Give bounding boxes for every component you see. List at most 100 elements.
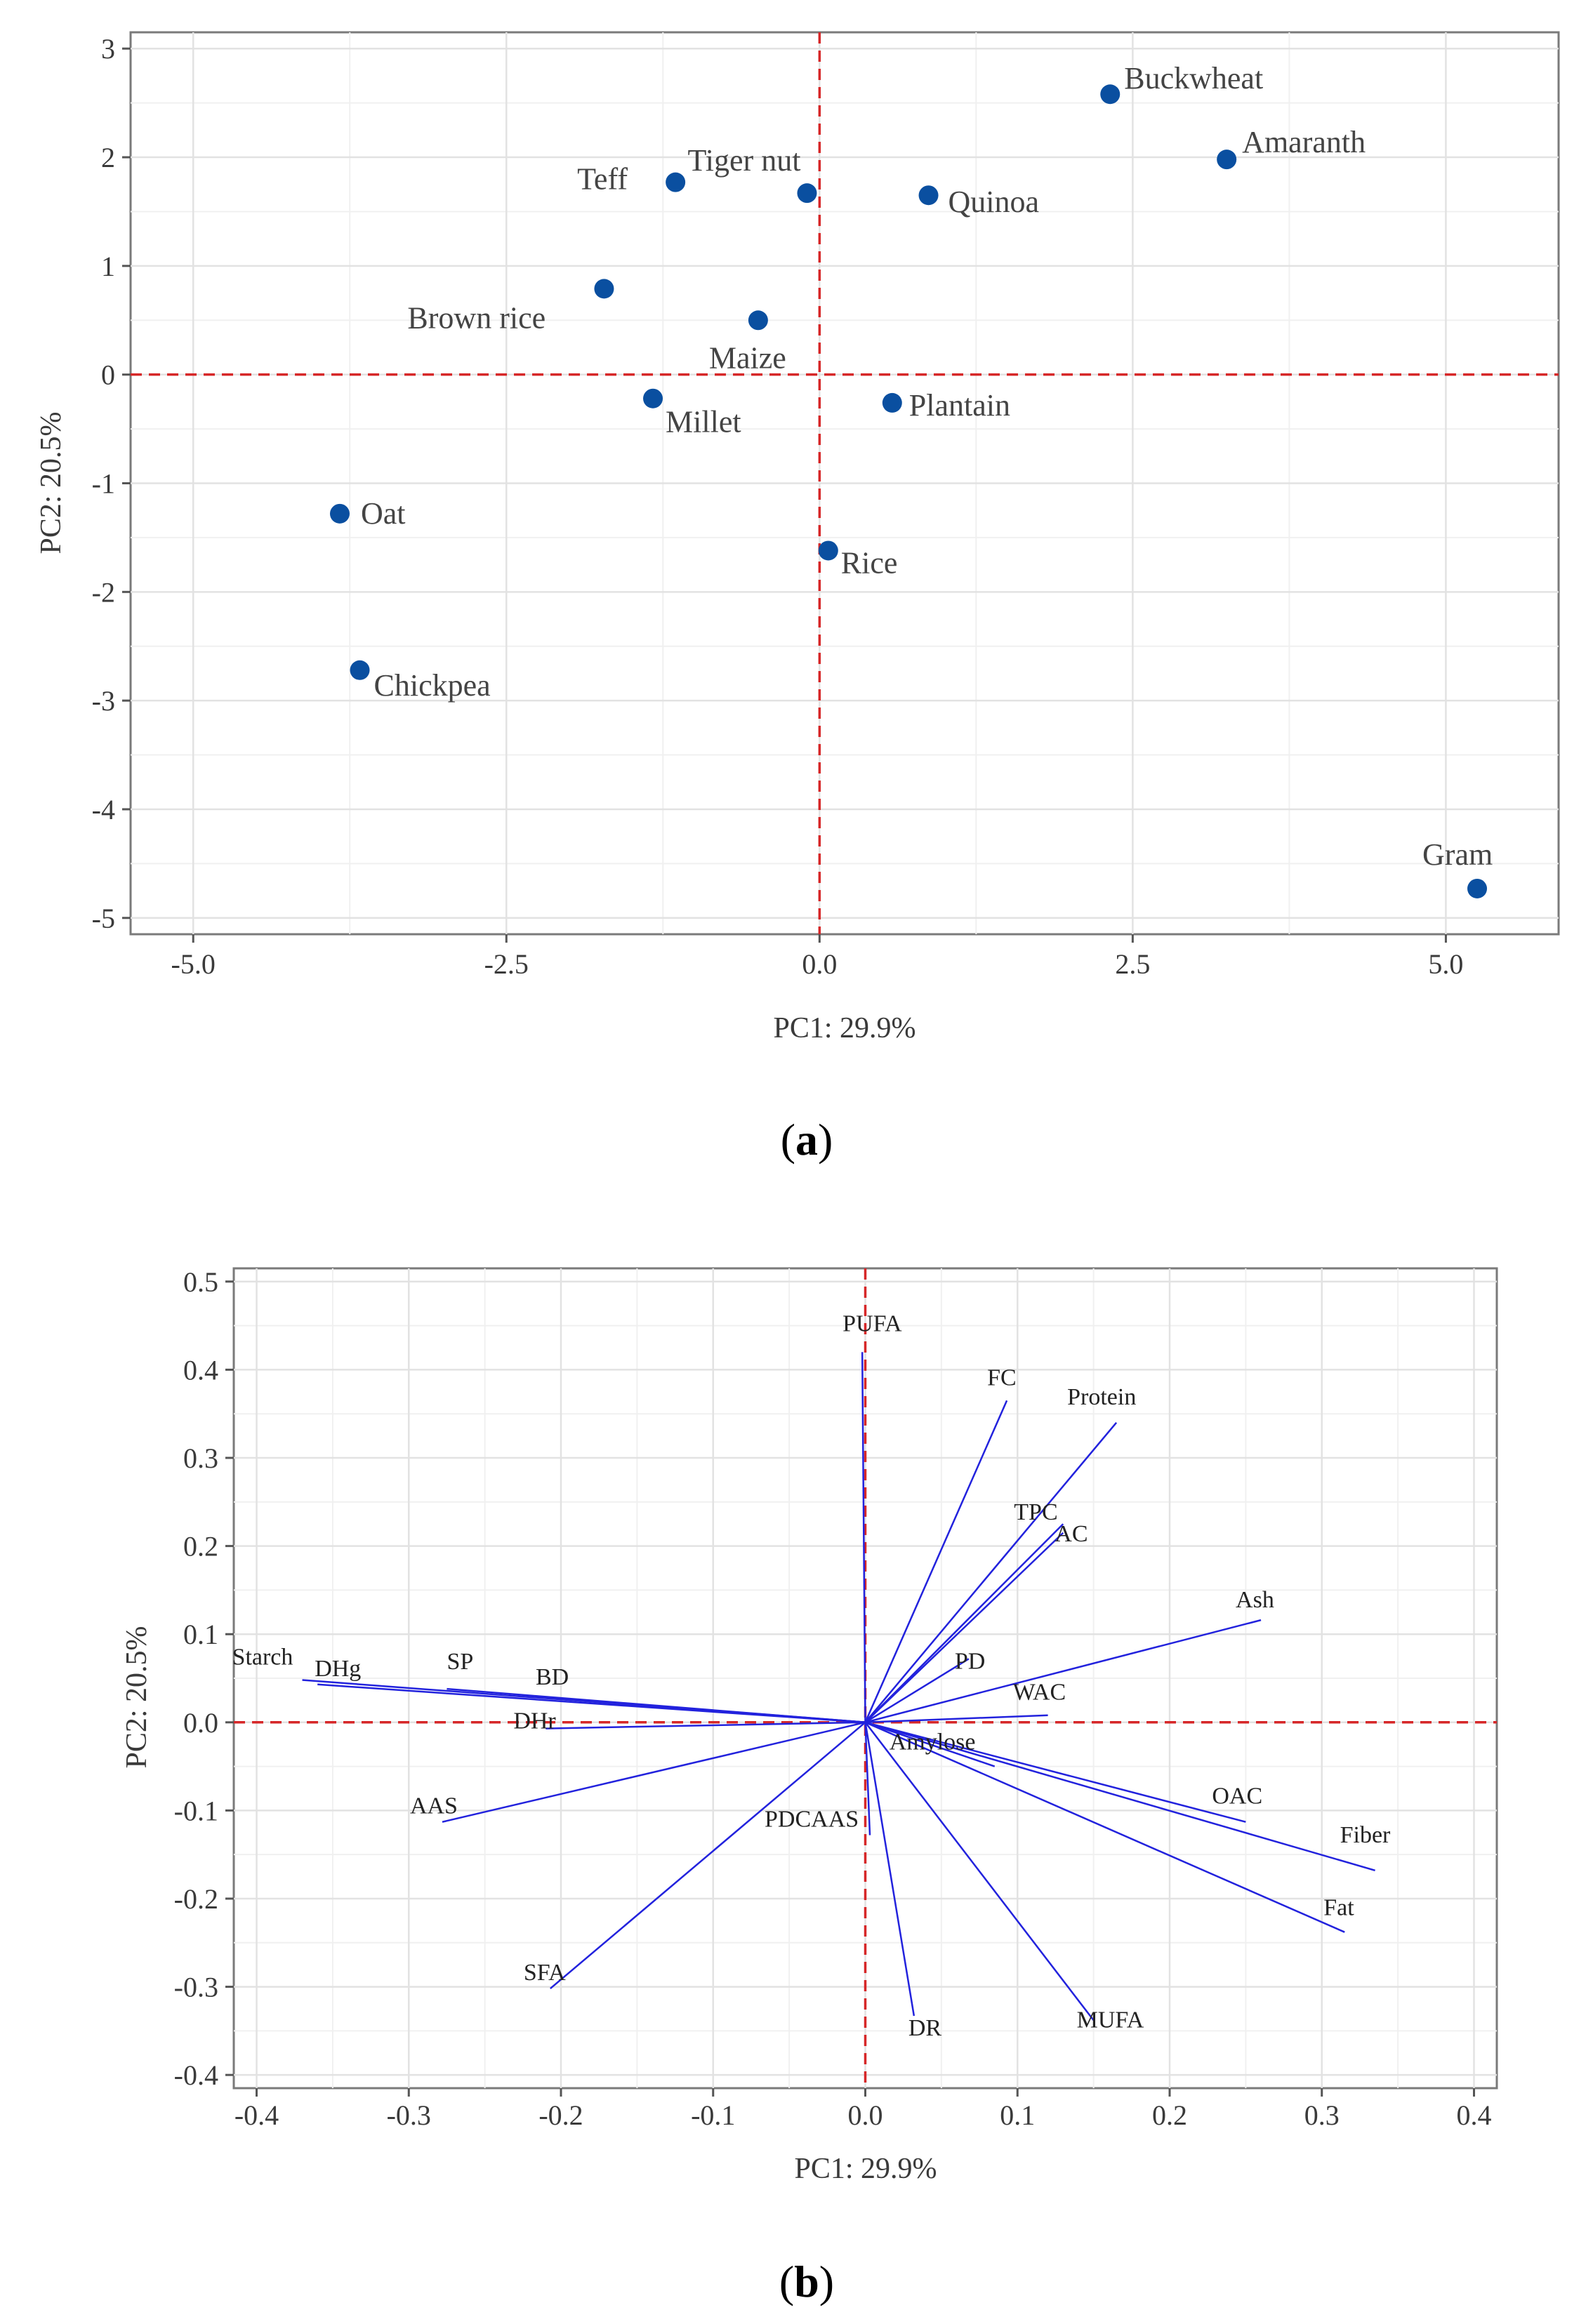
data-point-millet: [643, 388, 663, 409]
vector-label-wac: WAC: [1013, 1680, 1066, 1706]
x-tick-label: -0.3: [387, 2099, 431, 2131]
data-point-maize: [748, 310, 768, 331]
vector-label-fat: Fat: [1323, 1895, 1354, 1921]
point-label-millet: Millet: [666, 405, 741, 439]
point-label-oat: Oat: [361, 496, 406, 531]
x-tick-label: 0.0: [802, 948, 837, 980]
loading-vector-aas: [442, 1721, 866, 1823]
point-label-maize: Maize: [709, 340, 786, 375]
data-point-brown-rice: [594, 279, 614, 299]
data-point-oat: [329, 503, 350, 524]
x-tick-label: -0.4: [234, 2099, 279, 2131]
pca-score-plot: -5.0 -2.5 0.0 2.5 5.0 -5 -4 -3 -2 -1 0 1 2 3 Buckwhe…: [35, 31, 1560, 1164]
point-label-quinoa: Quinoa: [948, 185, 1040, 219]
x-tick-label: 2.5: [1115, 948, 1150, 980]
x-tick-label: 0.0: [848, 2099, 883, 2131]
y-tick-label: 0.2: [183, 1531, 218, 1562]
vector-label-tpc: TPC: [1014, 1499, 1057, 1525]
pca-loading-plot: -0.4 -0.3 -0.2 -0.1 0.0 0.1 0.2 0.3 0.4 -0.4 -0.3…: [121, 1266, 1498, 2306]
vector-label-protein: Protein: [1067, 1384, 1136, 1410]
y-tick-label: -4: [92, 794, 115, 825]
y-tick-label: 0.3: [183, 1442, 218, 1474]
x-ticks-b: -0.4 -0.3 -0.2 -0.1 0.0 0.1 0.2 0.3 0.4: [234, 2088, 1491, 2131]
y-tick-label: 0: [101, 359, 115, 391]
loading-vector-fiber: [865, 1721, 1375, 1871]
data-point-buckwheat: [1100, 84, 1121, 105]
loading-vector-fc: [864, 1400, 1008, 1723]
vector-label-dhr: DHr: [513, 1708, 556, 1734]
data-point-plantain: [882, 392, 902, 413]
y-ticks-a: -5 -4 -3 -2 -1 0 1 2 3: [92, 33, 131, 934]
y-tick-label: -2: [92, 576, 115, 608]
vector-label-bd: BD: [536, 1664, 569, 1690]
loading-vector-wac: [865, 1714, 1048, 1724]
vector-label-ash: Ash: [1236, 1587, 1274, 1613]
vector-label-pufa: PUFA: [842, 1310, 902, 1336]
vector-label-fc: FC: [987, 1364, 1017, 1390]
x-tick-label: 0.3: [1304, 2099, 1340, 2131]
y-ticks-b: -0.4 -0.3 -0.2 -0.1 0.0 0.1 0.2 0.3 0.4 0.5: [174, 1266, 234, 2091]
data-point-gram: [1467, 878, 1488, 898]
x-tick-label: 5.0: [1428, 948, 1463, 980]
x-tick-label: 0.2: [1152, 2099, 1187, 2131]
vector-label-pdcaas: PDCAAS: [765, 1807, 859, 1833]
vector-label-aas: AAS: [410, 1793, 458, 1819]
data-points-a: [329, 84, 1488, 898]
y-tick-label: 0.1: [183, 1619, 218, 1650]
data-point-chickpea: [350, 660, 370, 680]
vector-label-dhg: DHg: [315, 1656, 361, 1682]
loading-vector-sfa: [550, 1721, 866, 1990]
point-label-rice: Rice: [841, 545, 898, 580]
loading-vector-dhr: [546, 1721, 866, 1729]
loading-vector-ac: [864, 1532, 1064, 1723]
panel-letter-a: (a): [781, 1115, 833, 1164]
loading-vector-fat: [864, 1721, 1345, 1933]
x-axis-title-b: PC1: 29.9%: [794, 2153, 937, 2185]
y-tick-label: 2: [101, 142, 115, 173]
x-tick-label: 0.4: [1456, 2099, 1491, 2131]
panel-letter-b: (b): [779, 2257, 834, 2306]
point-label-buckwheat: Buckwheat: [1124, 61, 1263, 95]
x-axis-title-a: PC1: 29.9%: [773, 1012, 916, 1044]
loading-vector-amylose: [865, 1721, 996, 1767]
x-tick-label: -5.0: [171, 948, 216, 980]
y-tick-label: -0.1: [174, 1795, 218, 1826]
vector-label-amylose: Amylose: [890, 1729, 976, 1755]
data-point-rice: [818, 540, 838, 561]
vector-label-dr: DR: [908, 2015, 942, 2041]
x-tick-label: -0.2: [538, 2099, 583, 2131]
y-tick-label: -0.2: [174, 1883, 218, 1915]
loading-vector-tpc: [864, 1523, 1064, 1723]
vector-label-oac: OAC: [1212, 1784, 1262, 1810]
vector-label-sfa: SFA: [524, 1960, 566, 1986]
point-label-amaranth: Amaranth: [1242, 125, 1366, 159]
loading-vector-ash: [865, 1619, 1262, 1724]
loading-vector-pd: [864, 1658, 970, 1723]
vector-label-sp: SP: [447, 1649, 473, 1675]
y-tick-label: 0.4: [183, 1354, 218, 1386]
loading-vector-protein: [864, 1421, 1118, 1723]
vector-label-mufa: MUFA: [1077, 2007, 1144, 2033]
loading-vector-dr: [864, 1722, 916, 2017]
y-axis-title-a: PC2: 20.5%: [35, 411, 67, 554]
point-label-teff: Teff: [577, 162, 628, 197]
loading-vector-mufa: [864, 1722, 1095, 2021]
loading-vectors-b: [302, 1352, 1375, 2021]
point-label-gram: Gram: [1422, 837, 1493, 872]
y-tick-label: 3: [101, 33, 115, 65]
x-tick-label: 0.1: [1000, 2099, 1035, 2131]
vector-label-ac: AC: [1055, 1521, 1088, 1547]
vector-label-starch: Starch: [232, 1645, 293, 1671]
data-point-quinoa: [918, 185, 939, 206]
gridlines-a: [131, 32, 1559, 934]
loading-vector-oac: [865, 1721, 1246, 1823]
vector-label-pd: PD: [955, 1648, 985, 1674]
x-tick-label: -2.5: [484, 948, 529, 980]
y-tick-label: -1: [92, 468, 115, 500]
reference-lines-a: [131, 32, 1559, 934]
point-label-tiger-nut: Tiger nut: [687, 143, 800, 178]
y-tick-label: -0.4: [174, 2059, 218, 2091]
point-label-brown-rice: Brown rice: [407, 300, 546, 335]
